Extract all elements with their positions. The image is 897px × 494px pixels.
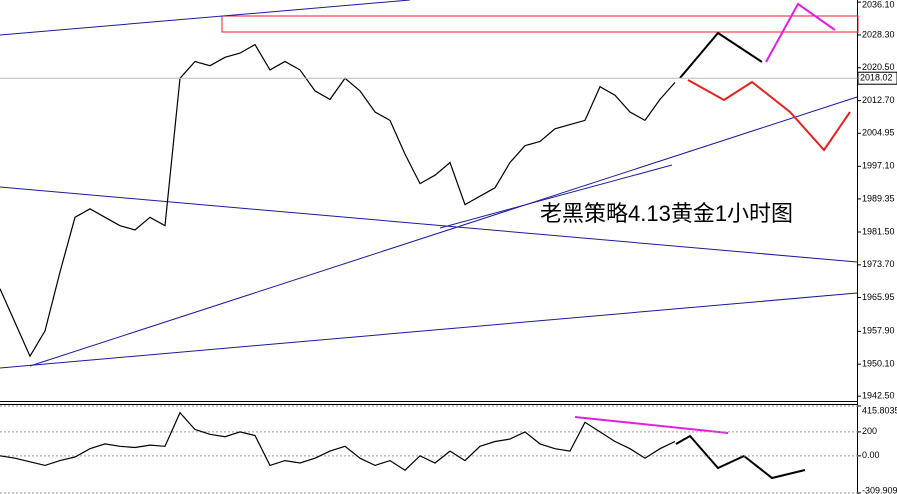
price-line (0, 43, 676, 358)
forecast-arrow (687, 79, 851, 152)
trend-line (0, 0, 411, 36)
chart-title: 老黑策略4.13黄金1小时图 (540, 201, 793, 226)
y-tick-label: 1973.70 (862, 259, 895, 269)
trend-line (29, 96, 858, 367)
y-tick-label: 2036.10 (862, 0, 895, 9)
last-price-box (857, 71, 897, 85)
y-tick-label: 1997.10 (862, 161, 895, 171)
resistance-box (221, 15, 859, 33)
y-tick-label: 2012.70 (862, 95, 895, 105)
y-tick-label: 1942.50 (862, 391, 895, 401)
forecast-arrow (574, 416, 729, 434)
trend-line (0, 292, 858, 369)
y-tick-label: 2004.95 (862, 128, 895, 138)
y-tick-label: -309.909 (862, 485, 897, 494)
y-tick-label: 2028.30 (862, 29, 895, 39)
y-tick-label: 2020.50 (862, 62, 895, 72)
y-tick-label: 1950.10 (862, 359, 895, 369)
y-tick-label: 1957.90 (862, 326, 895, 336)
y-tick-label: 200 (862, 426, 877, 436)
y-tick-label: 415.8035 (862, 405, 897, 415)
last-price-label: 2018.02 (860, 73, 893, 83)
trend-line (0, 186, 858, 263)
price-line (0, 411, 676, 471)
y-tick-label: 1989.35 (862, 193, 895, 203)
forecast-arrow (679, 31, 763, 79)
forecast-arrow (675, 434, 806, 480)
y-tick-label: 1981.50 (862, 226, 895, 236)
trend-line (439, 164, 673, 229)
forecast-arrow (765, 2, 836, 63)
y-tick-label: 0.00 (862, 450, 880, 460)
y-tick-label: 1965.95 (862, 292, 895, 302)
